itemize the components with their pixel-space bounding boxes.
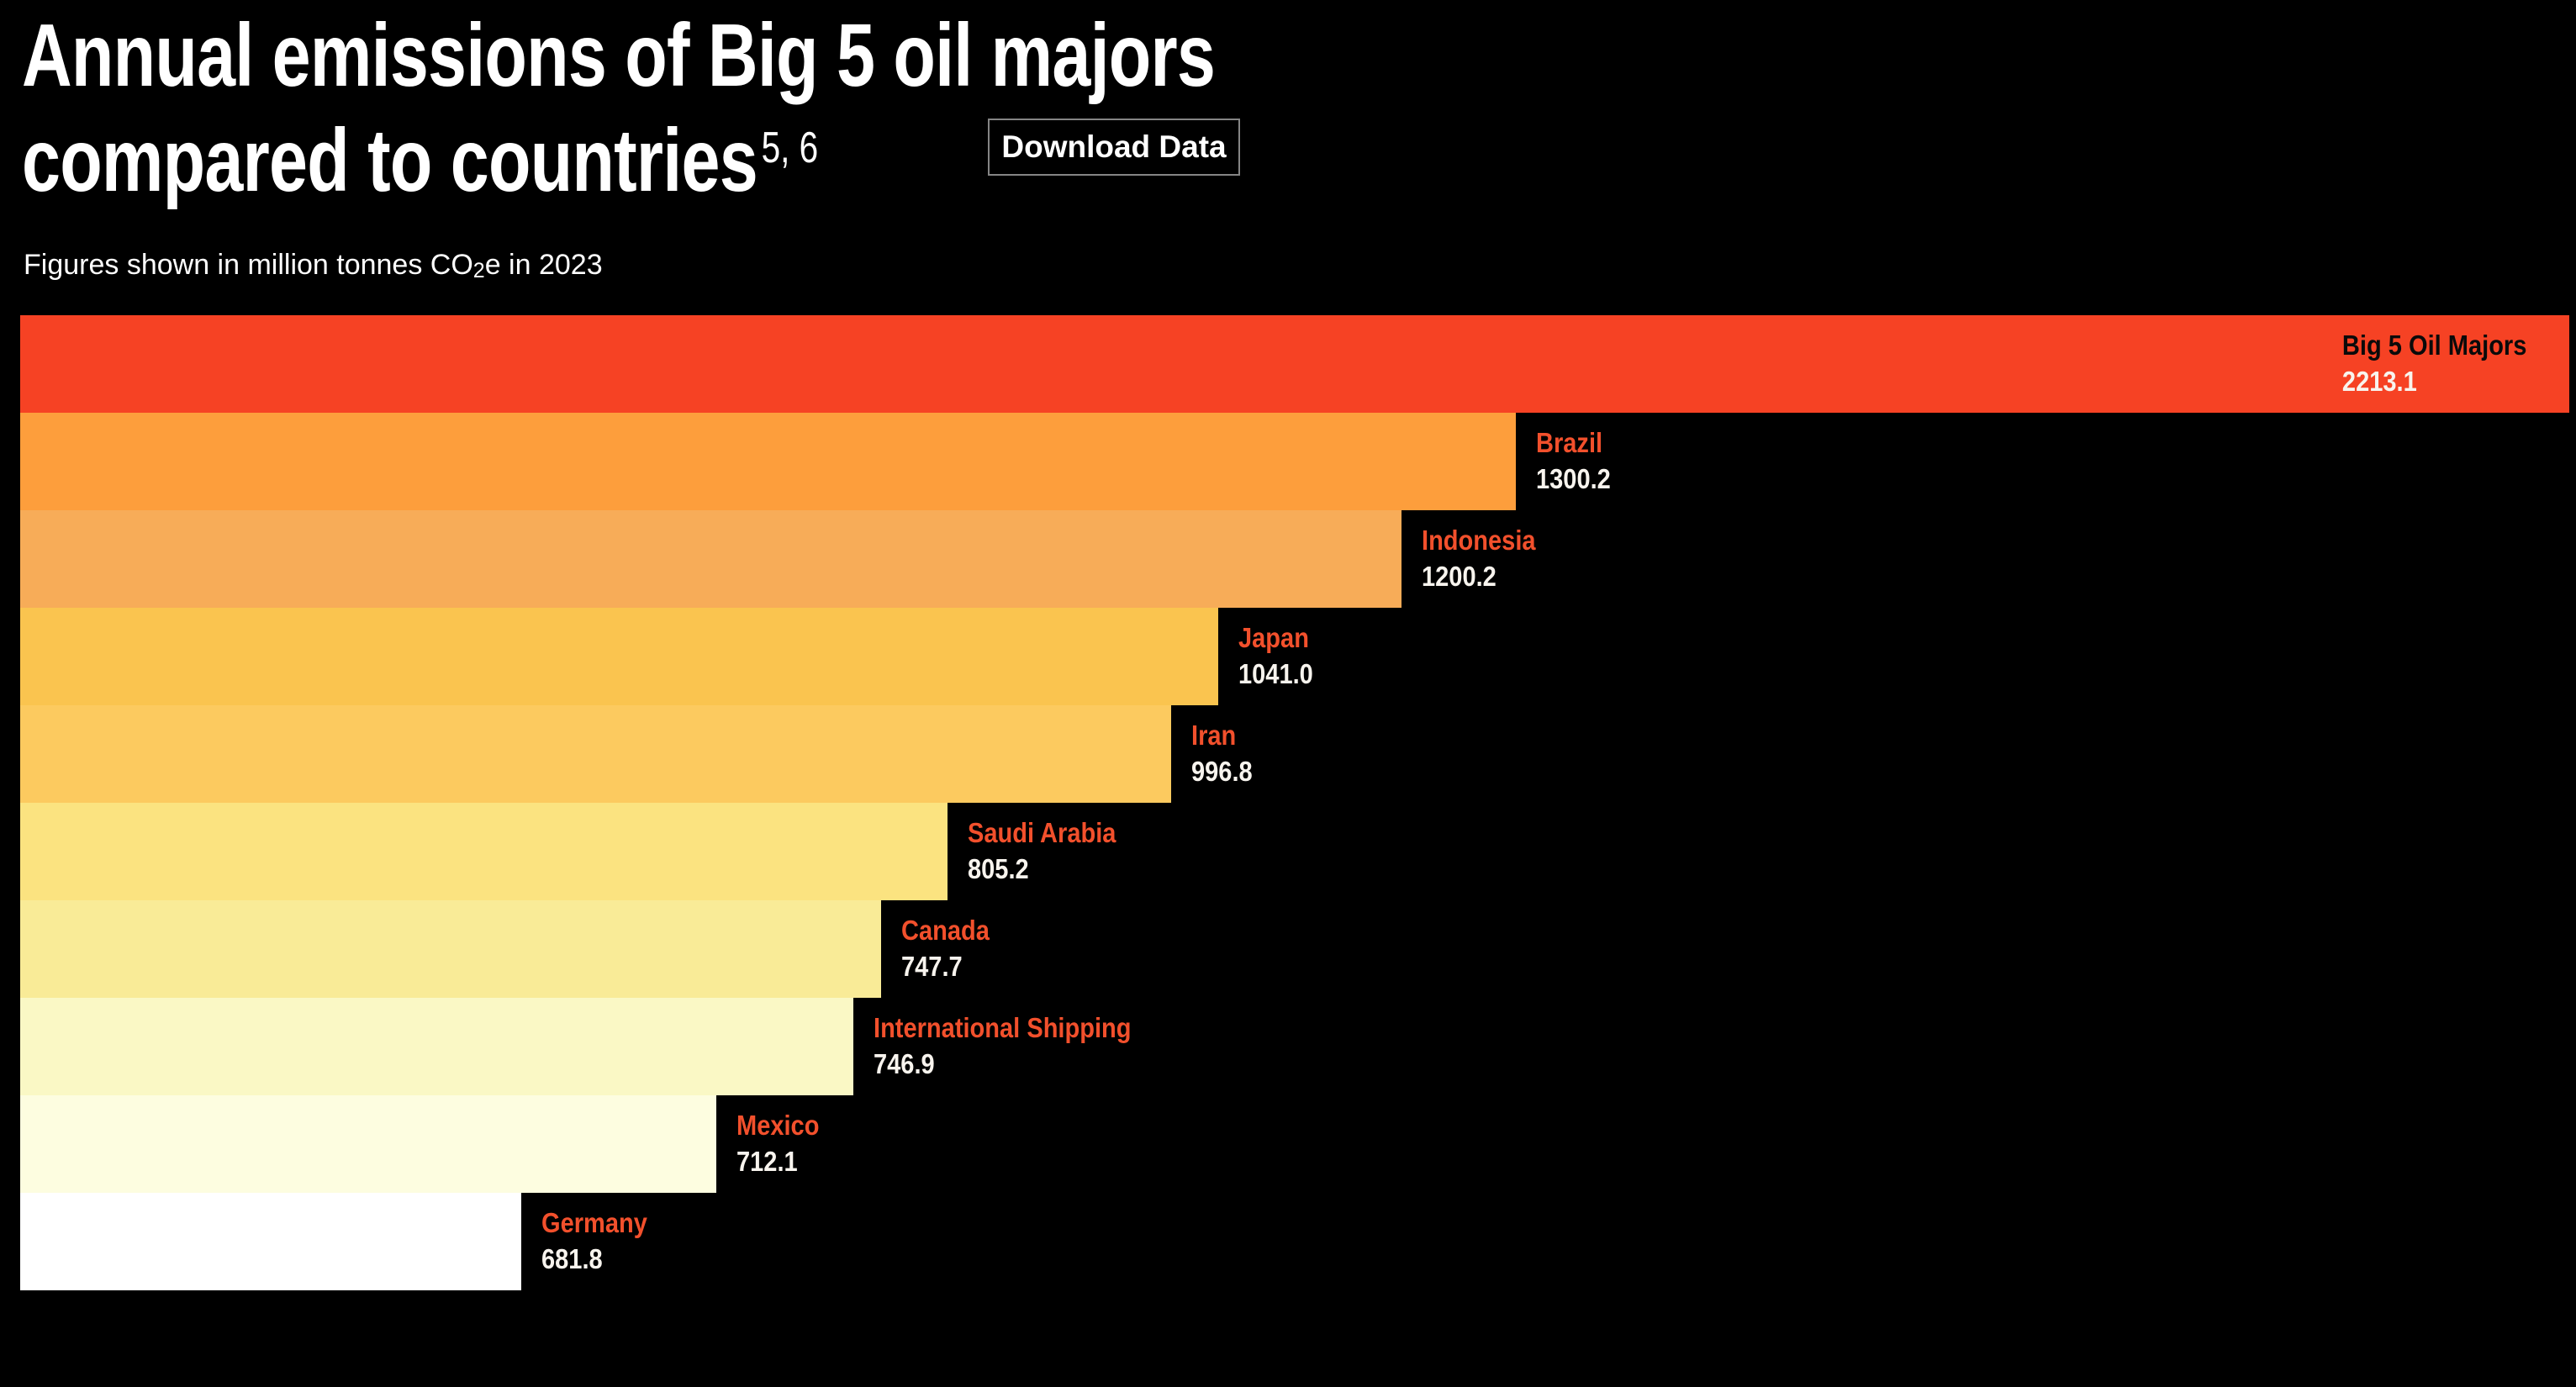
bar-label-group: Iran 996.8	[1191, 705, 1253, 789]
bar-value-label: 747.7	[901, 951, 963, 982]
bar-category-label: Germany	[541, 1207, 647, 1238]
bar-label-group: Mexico 712.1	[736, 1095, 819, 1179]
bar-label-group: Brazil 1300.2	[1536, 413, 1611, 497]
bar-category-label: Canada	[901, 915, 990, 946]
bar-rect[interactable]	[20, 1095, 716, 1193]
bar-rect[interactable]	[20, 998, 853, 1095]
bar-value-label: 805.2	[968, 853, 1029, 884]
bar-rect[interactable]	[20, 900, 881, 998]
bar-row-canada: Canada 747.7	[20, 900, 2569, 998]
bar-value-label: 1300.2	[1536, 463, 1611, 494]
bar-label-group: Japan 1041.0	[1238, 608, 1313, 692]
bar-rect[interactable]	[20, 608, 1218, 705]
download-data-button[interactable]: Download Data	[988, 119, 1240, 176]
bar-row-indonesia: Indonesia 1200.2	[20, 510, 2569, 608]
bar-rect[interactable]	[20, 803, 948, 900]
bar-label-group: Big 5 Oil Majors 2213.1	[2342, 315, 2526, 399]
page-title: Annual emissions of Big 5 oil majors com…	[22, 3, 1551, 229]
bar-label-group: International Shipping 746.9	[874, 998, 1132, 1082]
bar-category-label: Iran	[1191, 720, 1237, 751]
bar-row-brazil: Brazil 1300.2	[20, 413, 2569, 510]
bar-category-label: Indonesia	[1422, 525, 1536, 556]
bar-rect[interactable]	[20, 510, 1401, 608]
bar-value-label: 996.8	[1191, 756, 1253, 787]
bar-rect[interactable]	[20, 1193, 521, 1290]
bar-row-japan: Japan 1041.0	[20, 608, 2569, 705]
bar-category-label: Brazil	[1536, 427, 1603, 458]
bar-value-label: 746.9	[874, 1048, 935, 1079]
chart-subtitle: Figures shown in million tonnes CO2e in …	[24, 249, 603, 282]
co2-subscript: 2	[472, 259, 485, 282]
bar-category-label: International Shipping	[874, 1012, 1132, 1043]
bar-row-international-shipping: International Shipping 746.9	[20, 998, 2569, 1095]
bar-category-label: Mexico	[736, 1110, 820, 1141]
bar-row-iran: Iran 996.8	[20, 705, 2569, 803]
page-title-line1: Annual emissions of Big 5 oil majors	[22, 6, 1216, 105]
bar-label-group: Germany 681.8	[541, 1193, 647, 1277]
bar-chart: Big 5 Oil Majors 2213.1 Brazil 1300.2 In…	[20, 315, 2569, 1290]
page-title-line2: compared to countries5, 6	[22, 111, 819, 210]
bar-value-label: 1041.0	[1238, 658, 1313, 689]
bar-rect[interactable]	[20, 413, 1516, 510]
bar-row-big-5-oil-majors: Big 5 Oil Majors 2213.1	[20, 315, 2569, 413]
bar-label-group: Saudi Arabia 805.2	[968, 803, 1116, 887]
bar-category-label: Japan	[1238, 622, 1309, 653]
bar-rect[interactable]	[20, 315, 2569, 413]
footnote-references: 5, 6	[761, 124, 819, 172]
bar-label-group: Indonesia 1200.2	[1422, 510, 1536, 594]
download-data-label: Download Data	[1001, 129, 1227, 164]
bar-value-label: 712.1	[736, 1146, 798, 1177]
bar-rect[interactable]	[20, 705, 1171, 803]
bar-row-mexico: Mexico 712.1	[20, 1095, 2569, 1193]
bar-category-label: Saudi Arabia	[968, 817, 1116, 848]
bar-category-label: Big 5 Oil Majors	[2341, 330, 2526, 361]
bar-value-label: 2213.1	[2341, 366, 2417, 397]
bar-value-label: 681.8	[541, 1243, 603, 1274]
bar-row-germany: Germany 681.8	[20, 1193, 2569, 1290]
bar-row-saudi-arabia: Saudi Arabia 805.2	[20, 803, 2569, 900]
bar-label-group: Canada 747.7	[901, 900, 990, 984]
bar-value-label: 1200.2	[1422, 561, 1497, 592]
